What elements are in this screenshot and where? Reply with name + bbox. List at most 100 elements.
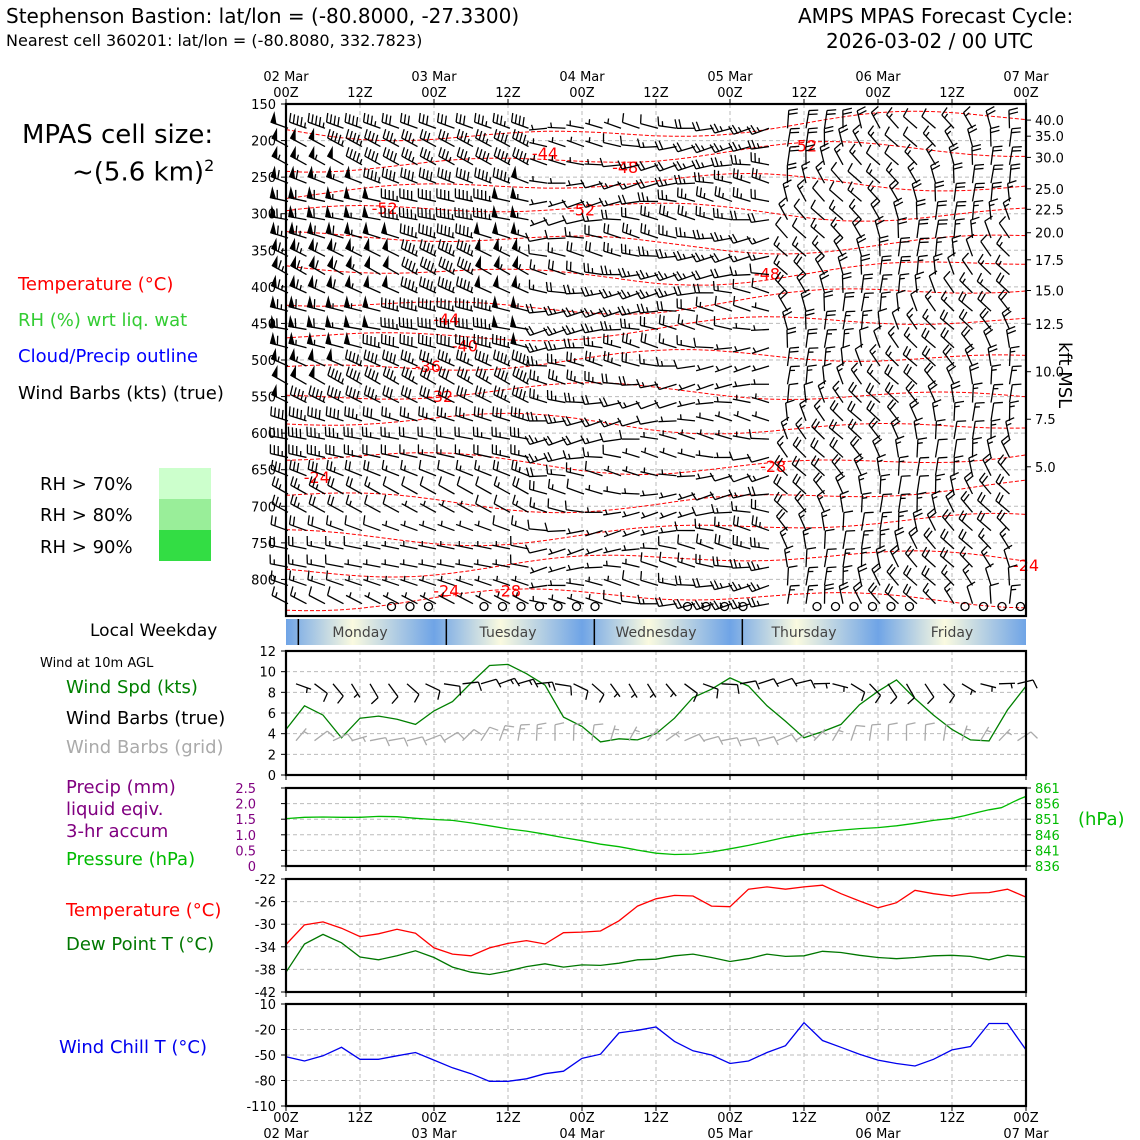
barb-full: [672, 600, 679, 609]
barb-half: [351, 264, 355, 270]
barb-full: [374, 372, 379, 382]
upper-wind-barb: [1008, 146, 1022, 165]
upper-wind-barb: [456, 147, 474, 166]
barb-full: [654, 177, 660, 187]
upper-wind-barb: [456, 256, 474, 276]
grid-wind-barb: [776, 733, 798, 743]
barb-full: [1010, 167, 1020, 170]
barb-full: [429, 226, 432, 237]
upper-wind-barb: [979, 307, 992, 330]
barb-half: [351, 283, 354, 289]
barb-full: [782, 307, 792, 313]
barb-pennant: [345, 237, 352, 252]
barb-full: [547, 368, 551, 379]
barb-full: [588, 242, 592, 252]
barb-full: [408, 370, 413, 380]
true-wind-barb: [591, 683, 605, 703]
barb-full: [621, 332, 625, 342]
grid-wind-barb: [795, 731, 816, 742]
barb-pennant: [325, 186, 332, 200]
barb-staff: [640, 383, 659, 389]
upper-wind-barb: [897, 455, 909, 476]
barb-staff: [751, 523, 770, 532]
barb-staff: [493, 155, 511, 166]
cell-size-label: MPAS cell size:: [22, 120, 214, 150]
barb-full: [694, 600, 701, 609]
barb-staff: [805, 567, 810, 586]
barb-full: [924, 330, 930, 340]
barb-half: [822, 514, 828, 518]
barb-full: [990, 125, 1000, 130]
cloud-marker: [830, 601, 841, 612]
upper-wind-barb: [816, 489, 826, 513]
barb-full: [496, 387, 501, 397]
barb-full: [816, 489, 825, 497]
barb-staff: [511, 579, 529, 587]
upper-wind-barb: [657, 536, 677, 550]
barb-pennant: [271, 365, 278, 379]
barb-full: [455, 349, 460, 359]
barb-staff: [909, 404, 918, 422]
barb-staff: [732, 273, 751, 277]
barb-full: [564, 226, 567, 237]
upper-wind-barb: [952, 162, 963, 184]
barb-staff: [865, 390, 881, 404]
barb-staff: [381, 196, 400, 203]
barb-half: [448, 358, 451, 364]
barb-staff: [733, 237, 751, 244]
upper-wind-barb: [692, 229, 714, 240]
upper-wind-barb: [933, 253, 943, 275]
barb-full: [607, 224, 610, 234]
upper-wind-barb: [344, 575, 363, 587]
barb-half: [553, 417, 557, 423]
barb-staff: [714, 194, 733, 203]
barb-half: [928, 148, 933, 154]
barb-full: [332, 225, 335, 235]
upper-wind-barb: [730, 501, 751, 513]
contour-label: -24: [304, 468, 330, 487]
barb-half: [715, 365, 720, 371]
barb-staff: [475, 374, 492, 385]
barb-full: [495, 407, 499, 417]
upper-wind-barb: [435, 317, 455, 331]
upper-wind-barb: [618, 429, 640, 440]
barb-staff: [878, 238, 881, 257]
barb-staff: [345, 155, 363, 166]
barb-full: [925, 142, 934, 150]
barb-full: [352, 352, 356, 363]
barb-staff: [511, 414, 529, 422]
upper-wind-barb: [964, 343, 975, 367]
barb-staff: [548, 597, 566, 605]
true-wind-barb: [905, 683, 916, 705]
barb-staff: [584, 344, 603, 349]
barb-half: [734, 346, 738, 352]
barb-half: [700, 145, 705, 151]
pressure-tick-label: 700: [251, 500, 276, 515]
barb-half: [649, 693, 655, 698]
barb-staff: [622, 529, 640, 538]
barb-staff: [714, 127, 733, 134]
barb-staff: [884, 591, 899, 605]
barb-full: [546, 435, 553, 445]
barb-full: [988, 348, 998, 353]
barb-full: [333, 408, 336, 418]
barb-full: [826, 310, 837, 313]
legend-precip-3: 3-hr accum: [66, 821, 169, 842]
upper-wind-barb: [984, 563, 994, 586]
barb-staff: [931, 402, 937, 421]
barb-staff: [659, 213, 677, 221]
barb-pennant: [343, 221, 351, 236]
barb-staff: [475, 594, 492, 605]
barb-staff: [528, 364, 548, 367]
barb-full: [561, 308, 568, 318]
barb-full: [999, 526, 1007, 535]
upper-wind-barb: [399, 406, 418, 422]
barb-half: [682, 273, 687, 279]
barb-half: [470, 286, 473, 293]
cloud-marker: [960, 601, 970, 612]
wind-tick-label: 10: [259, 666, 276, 681]
barb-staff: [511, 468, 529, 477]
upper-wind-barb: [562, 450, 585, 460]
upper-wind-barb: [692, 577, 714, 588]
upper-wind-barb: [617, 399, 640, 409]
